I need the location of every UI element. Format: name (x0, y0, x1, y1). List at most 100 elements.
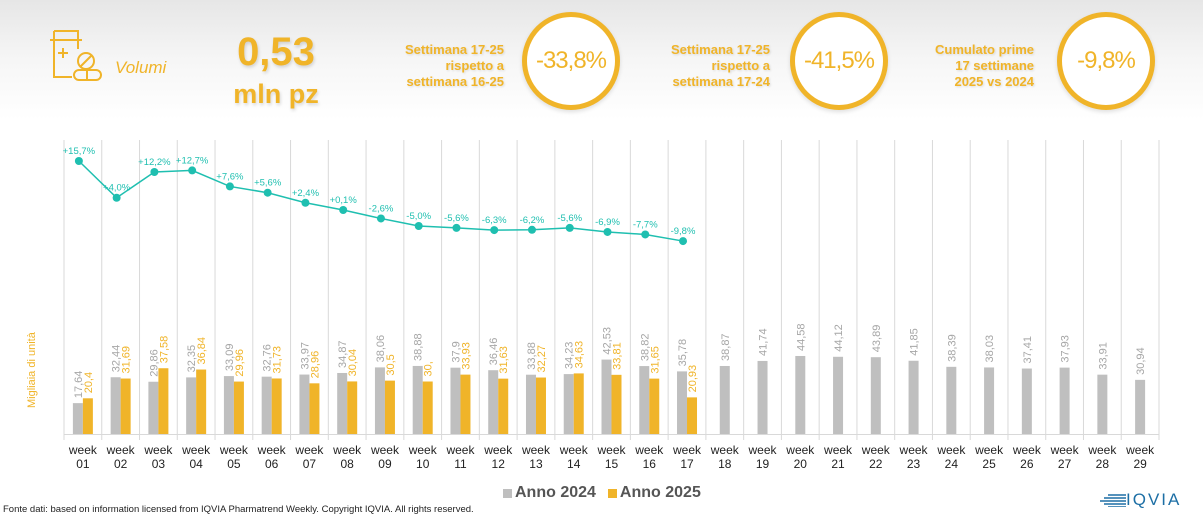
bar-label-2024: 44,58 (795, 323, 807, 351)
x-tick-label: 13 (529, 457, 543, 471)
bar-2025 (687, 397, 698, 434)
bar-label-2024: 33,88 (526, 342, 538, 370)
x-tick-label: week (143, 443, 173, 457)
kpi-circle-cumulative: -9,8% (1057, 12, 1155, 110)
variation-point (679, 237, 688, 246)
variation-label: -2,6% (369, 203, 394, 214)
x-tick-label: 21 (831, 457, 845, 471)
bar-label-2025: 30, (423, 361, 435, 376)
x-tick-label: 17 (680, 457, 694, 471)
x-tick-label: 28 (1096, 457, 1110, 471)
bar-2024 (563, 374, 574, 434)
x-tick-label: week (332, 443, 362, 457)
bar-2024 (223, 376, 234, 434)
bar-2025 (158, 368, 169, 434)
bar-label-2025: 33,81 (612, 342, 624, 370)
variation-label: +7,6% (216, 171, 244, 182)
bar-label-2025: 37,58 (158, 336, 170, 364)
bar-label-2025: 20,4 (83, 372, 95, 393)
bar-2025 (271, 378, 282, 434)
x-tick-label: week (748, 443, 778, 457)
x-tick-label: 02 (114, 457, 128, 471)
variation-point (112, 193, 121, 202)
x-axis: week01week02week03week04week05week06week… (68, 443, 1155, 471)
legend-item-2024: Anno 2024 (503, 484, 596, 502)
grid (63, 140, 1160, 440)
bar-label-2024: 38,88 (413, 333, 425, 361)
x-tick-label: 07 (303, 457, 317, 471)
bar-label-2025: 30,5 (385, 354, 397, 375)
kpi-value: -41,5% (803, 47, 875, 74)
total-volume-unit: mln pz (233, 79, 319, 109)
x-tick-label: week (710, 443, 740, 457)
variation-point (641, 230, 650, 239)
bar-2024 (677, 371, 688, 434)
bar-label-2024: 42,53 (602, 327, 614, 355)
x-tick-label: week (861, 443, 891, 457)
x-tick-label: 19 (756, 457, 770, 471)
variation-label: +12,7% (176, 155, 209, 166)
variation-label: -6,9% (595, 217, 620, 228)
variation-label: -5,0% (406, 211, 431, 222)
bar-2025 (120, 378, 131, 434)
x-tick-label: 16 (643, 457, 657, 471)
x-tick-label: 23 (907, 457, 921, 471)
bar-label-2025: 28,96 (309, 351, 321, 379)
bar-2024 (525, 374, 536, 434)
x-tick-label: week (219, 443, 249, 457)
x-tick-label: week (483, 443, 513, 457)
kpi-label-line: Cumulato prime (935, 42, 1034, 57)
bar-label-2024: 35,78 (677, 339, 689, 367)
bars (72, 355, 1146, 434)
x-tick-label: 09 (378, 457, 392, 471)
x-tick-label: 27 (1058, 457, 1072, 471)
bar-label-2024: 38,82 (639, 334, 651, 362)
kpi-circle-week-vs-prev-week: -33,8% (522, 12, 620, 110)
bar-2024 (1097, 374, 1108, 434)
bar-2024 (72, 403, 83, 434)
x-tick-label: week (1050, 443, 1080, 457)
bar-2024 (870, 357, 881, 434)
variation-label: +4,0% (103, 183, 131, 194)
kpi-circle-week-vs-prev-year: -41,5% (790, 12, 888, 110)
bar-2024 (1135, 379, 1146, 434)
bar-2024 (299, 374, 310, 434)
variation-label: +12,2% (138, 157, 171, 168)
variation-point (452, 223, 461, 232)
bar-2024 (1021, 368, 1032, 434)
x-tick-label: week (899, 443, 929, 457)
bar-2024 (412, 365, 423, 434)
bar-label-2025: 34,63 (574, 341, 586, 369)
bar-2025 (309, 383, 320, 434)
bar-2024 (757, 360, 768, 434)
x-tick-label: week (974, 443, 1004, 457)
bar-2024 (186, 377, 197, 434)
bar-label-2025: 20,93 (687, 365, 699, 393)
variation-label: -6,3% (482, 215, 507, 226)
kpi-label-line: rispetto a (711, 58, 770, 73)
bar-label-2025: 32,27 (536, 345, 548, 373)
bar-2024 (1059, 367, 1070, 434)
bar-2025 (347, 381, 358, 434)
x-tick-label: 18 (718, 457, 732, 471)
kpi-label-line: settimana 17-24 (672, 74, 770, 89)
variation-point (565, 223, 574, 232)
logo-text: IQVIA (1126, 490, 1182, 509)
bar-2024 (908, 360, 919, 434)
x-tick-label: week (408, 443, 438, 457)
legend-label-2024: Anno 2024 (515, 484, 596, 501)
legend-label-2025: Anno 2025 (619, 484, 701, 501)
x-tick-label: week (257, 443, 287, 457)
kpi-label-line: 17 settimane (955, 58, 1034, 73)
variation-point (490, 226, 499, 235)
variation-label: +2,4% (292, 188, 320, 199)
x-tick-label: week (370, 443, 400, 457)
x-tick-label: 08 (341, 457, 355, 471)
bar-label-2024: 30,94 (1135, 347, 1147, 375)
bar-label-2024: 41,85 (909, 328, 921, 356)
x-tick-label: week (181, 443, 211, 457)
bar-label-2025: 30,04 (347, 349, 359, 377)
x-tick-label: week (785, 443, 815, 457)
x-tick-label: week (1012, 443, 1042, 457)
